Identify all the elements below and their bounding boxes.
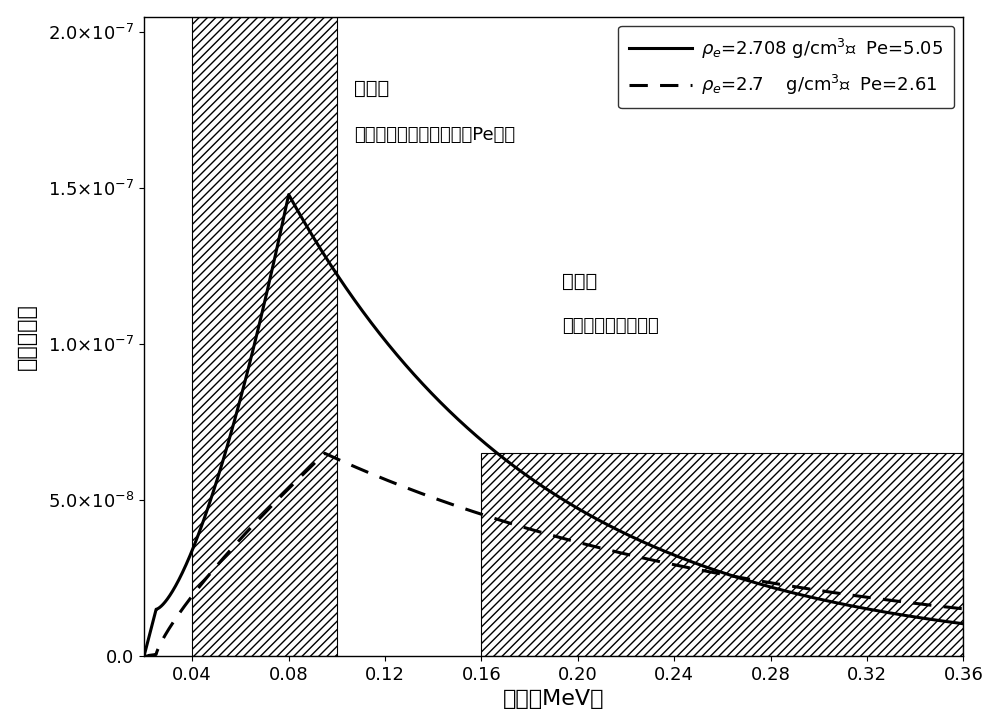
$\rho_e$=2.708 g/cm$^3$，  Pe=5.05 bbox=[733, 574, 745, 582]
$\rho_e$=2.708 g/cm$^3$，  Pe=5.05 bbox=[528, 476, 540, 485]
$\rho_e$=2.708 g/cm$^3$，  Pe=5.05 bbox=[138, 652, 150, 661]
Text: 低能窗: 低能窗 bbox=[354, 79, 389, 98]
Bar bbox=[192, 17, 337, 656]
$\rho_e$=2.7    g/cm$^3$，  Pe=2.61 bbox=[528, 526, 540, 534]
$\rho_e$=2.7    g/cm$^3$，  Pe=2.61 bbox=[733, 573, 745, 582]
$\rho_e$=2.708 g/cm$^3$，  Pe=5.05 bbox=[892, 610, 904, 619]
Line: $\rho_e$=2.708 g/cm$^3$，  Pe=5.05: $\rho_e$=2.708 g/cm$^3$， Pe=5.05 bbox=[144, 195, 963, 656]
$\rho_e$=2.7    g/cm$^3$，  Pe=2.61 bbox=[319, 449, 331, 457]
$\rho_e$=2.7    g/cm$^3$，  Pe=2.61 bbox=[138, 652, 150, 661]
Legend: $\rho_e$=2.708 g/cm$^3$，  Pe=5.05, $\rho_e$=2.7    g/cm$^3$，  Pe=2.61: $\rho_e$=2.708 g/cm$^3$， Pe=5.05, $\rho_… bbox=[618, 25, 954, 108]
$\rho_e$=2.708 g/cm$^3$，  Pe=5.05 bbox=[482, 441, 494, 450]
$\rho_e$=2.7    g/cm$^3$，  Pe=2.61 bbox=[482, 512, 494, 521]
Text: 高能窗: 高能窗 bbox=[562, 272, 597, 291]
Line: $\rho_e$=2.7    g/cm$^3$，  Pe=2.61: $\rho_e$=2.7 g/cm$^3$， Pe=2.61 bbox=[144, 453, 963, 656]
$\rho_e$=2.708 g/cm$^3$，  Pe=5.05 bbox=[957, 619, 969, 628]
$\rho_e$=2.708 g/cm$^3$，  Pe=5.05 bbox=[489, 447, 501, 456]
Y-axis label: 归一化计数: 归一化计数 bbox=[17, 303, 37, 370]
$\rho_e$=2.7    g/cm$^3$，  Pe=2.61 bbox=[932, 602, 944, 611]
$\rho_e$=2.708 g/cm$^3$，  Pe=5.05 bbox=[283, 190, 295, 199]
$\rho_e$=2.708 g/cm$^3$，  Pe=5.05 bbox=[932, 616, 944, 625]
$\rho_e$=2.7    g/cm$^3$，  Pe=2.61 bbox=[489, 514, 501, 523]
Text: 主要受地层光电吸收指数Pe影响: 主要受地层光电吸收指数Pe影响 bbox=[354, 126, 515, 144]
Bar bbox=[481, 453, 963, 656]
Text: 主要受地层密度影响: 主要受地层密度影响 bbox=[562, 317, 659, 335]
X-axis label: 能量（MeV）: 能量（MeV） bbox=[503, 689, 604, 709]
$\rho_e$=2.7    g/cm$^3$，  Pe=2.61 bbox=[892, 597, 904, 605]
$\rho_e$=2.7    g/cm$^3$，  Pe=2.61 bbox=[957, 605, 969, 613]
